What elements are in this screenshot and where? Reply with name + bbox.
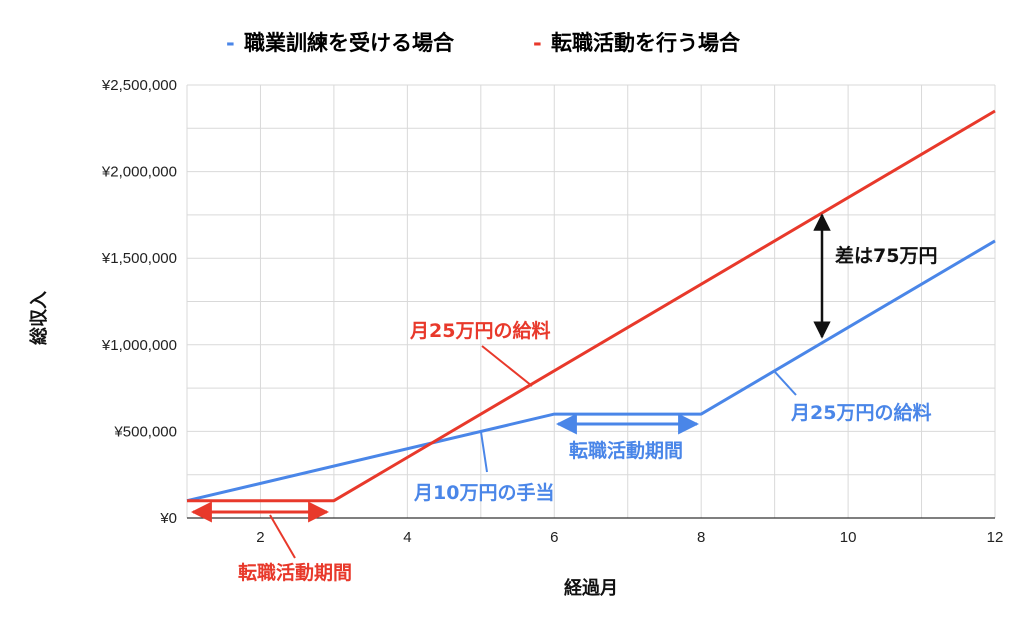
annotations: 月25万円の給料 月10万円の手当 転職活動期間 月25万円の給料 差は75万円…: [190, 213, 937, 584]
y-tick-label: ¥2,000,000: [101, 164, 177, 181]
y-axis-title: 総収入: [28, 291, 50, 345]
annotation-red-period-leader: [269, 514, 296, 559]
legend: - 職業訓練を受ける場合 - 転職活動を行う場合: [226, 31, 741, 55]
x-tick-label: 8: [697, 529, 705, 546]
annotation-red-salary-leader: [481, 345, 533, 387]
x-tick-label: 6: [550, 529, 558, 546]
annotation-red-period: 転職活動期間: [238, 561, 352, 584]
legend-marker-1: -: [533, 31, 542, 55]
annotation-blue-salary-leader: [774, 371, 797, 396]
series-line-1: [187, 109, 996, 503]
legend-entry-0: 職業訓練を受ける場合: [244, 31, 455, 55]
legend-marker-0: -: [226, 31, 235, 55]
y-tick-label: ¥500,000: [113, 423, 177, 440]
x-tick-label: 12: [987, 529, 1004, 546]
annotation-blue-allowance-leader: [480, 431, 488, 473]
x-tick-label: 10: [840, 529, 857, 546]
y-tick-label: ¥0: [159, 510, 177, 527]
annotation-difference: 差は75万円: [835, 244, 937, 267]
annotation-red-salary: 月25万円の給料: [409, 319, 550, 342]
x-axis-title: 経過月: [564, 577, 618, 599]
y-tick-label: ¥2,500,000: [101, 77, 177, 94]
annotation-blue-period: 転職活動期間: [569, 439, 683, 462]
legend-entry-1: 転職活動を行う場合: [551, 31, 741, 55]
y-axis-ticks: ¥0 ¥500,000 ¥1,000,000 ¥1,500,000 ¥2,000,000…: [101, 77, 177, 527]
y-tick-label: ¥1,500,000: [101, 250, 177, 267]
x-tick-label: 2: [256, 529, 264, 546]
annotation-blue-salary: 月25万円の給料: [790, 401, 931, 424]
x-tick-label: 4: [403, 529, 411, 546]
y-tick-label: ¥1,000,000: [101, 337, 177, 354]
x-axis-ticks: 2 4 6 8 10 12: [256, 529, 1003, 546]
annotation-blue-allowance: 月10万円の手当: [413, 481, 554, 504]
